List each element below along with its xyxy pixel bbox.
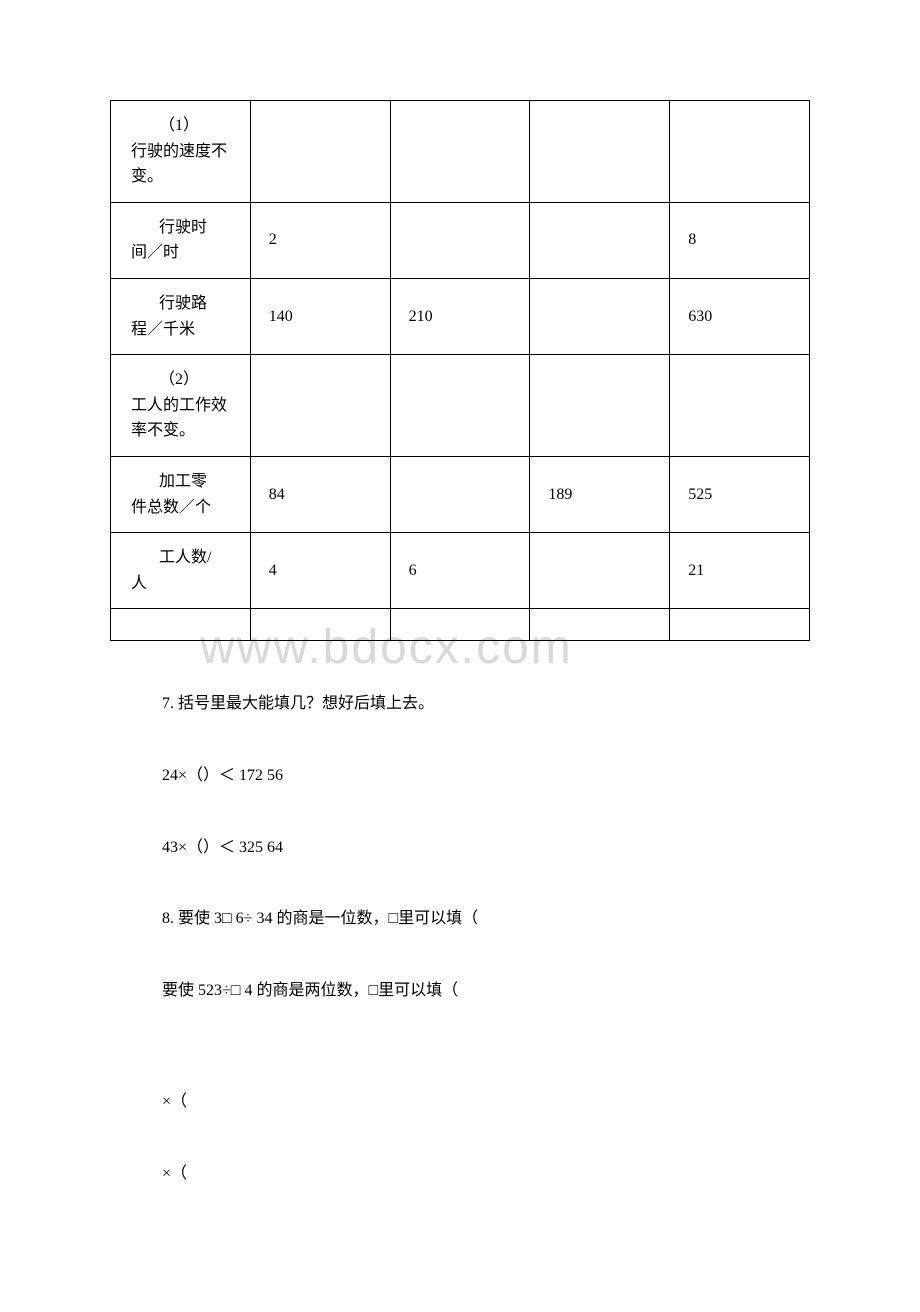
cell: 630 <box>670 278 810 354</box>
cell: 189 <box>530 456 670 532</box>
row5-label: 加工零 件总数／个 <box>111 456 251 532</box>
row1-label: （1） 行驶的速度不变。 <box>111 101 251 203</box>
cell <box>530 101 670 203</box>
cell <box>390 355 530 457</box>
table-row: 工人数/ 人 4 6 21 <box>111 533 810 609</box>
extra-line2: ×（ <box>110 1161 810 1187</box>
cell <box>250 609 390 641</box>
cell: 525 <box>670 456 810 532</box>
cell: 84 <box>250 456 390 532</box>
row4-label: （2） 工人的工作效率不变。 <box>111 355 251 457</box>
table-row: （1） 行驶的速度不变。 <box>111 101 810 203</box>
q7-line2: 43×（）＜ 325 64 <box>110 835 810 861</box>
cell <box>111 609 251 641</box>
cell <box>390 101 530 203</box>
cell <box>670 101 810 203</box>
cell <box>530 278 670 354</box>
q8-line2: 要使 523÷□ 4 的商是两位数，□里可以填（ <box>110 978 810 1004</box>
q7-title: 7. 括号里最大能填几？想好后填上去。 <box>110 691 810 717</box>
table-row: 行驶时 间／时 2 8 <box>111 202 810 278</box>
cell <box>670 355 810 457</box>
table-row: 行驶路 程／千米 140 210 630 <box>111 278 810 354</box>
cell <box>390 609 530 641</box>
cell <box>530 355 670 457</box>
cell <box>390 202 530 278</box>
extra-line1: ×（ <box>110 1089 810 1115</box>
q7-line1: 24×（）＜ 172 56 <box>110 763 810 789</box>
cell <box>250 355 390 457</box>
row3-label: 行驶路 程／千米 <box>111 278 251 354</box>
cell: 6 <box>390 533 530 609</box>
table-row: （2） 工人的工作效率不变。 <box>111 355 810 457</box>
cell <box>390 456 530 532</box>
row2-label: 行驶时 间／时 <box>111 202 251 278</box>
cell: 21 <box>670 533 810 609</box>
cell: 210 <box>390 278 530 354</box>
q8-line1: 8. 要使 3□ 6÷ 34 的商是一位数，□里可以填（ <box>110 906 810 932</box>
cell: 8 <box>670 202 810 278</box>
cell <box>530 202 670 278</box>
cell: 140 <box>250 278 390 354</box>
cell <box>670 609 810 641</box>
cell <box>530 533 670 609</box>
table-row: 加工零 件总数／个 84 189 525 <box>111 456 810 532</box>
cell: 4 <box>250 533 390 609</box>
cell: 2 <box>250 202 390 278</box>
table-row-empty <box>111 609 810 641</box>
cell <box>250 101 390 203</box>
row6-label: 工人数/ 人 <box>111 533 251 609</box>
cell <box>530 609 670 641</box>
data-table: （1） 行驶的速度不变。 行驶时 间／时 2 8 行驶路 程／千米 140 21… <box>110 100 810 641</box>
